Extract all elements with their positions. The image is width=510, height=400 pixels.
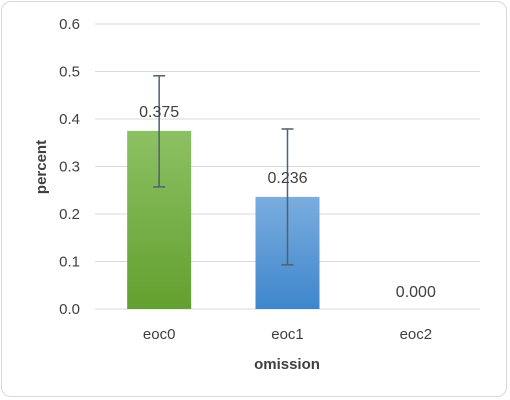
data-label-eoc1: 0.236 (267, 170, 307, 187)
y-tick-label: 0.2 (59, 206, 80, 223)
data-label-eoc0: 0.375 (139, 104, 179, 121)
x-tick-label: eoc1 (271, 326, 304, 343)
x-axis-title: omission (254, 356, 320, 373)
y-tick-label: 0.4 (59, 111, 80, 128)
bars (127, 131, 319, 309)
y-tick-label: 0.3 (59, 159, 80, 176)
x-tick-label: eoc0 (143, 326, 176, 343)
y-tick-label: 0.1 (59, 254, 80, 271)
y-tick-label: 0.6 (59, 16, 80, 33)
y-tick-label: 0.0 (59, 301, 80, 318)
data-label-eoc2: 0.000 (396, 284, 436, 301)
x-tick-label: eoc2 (400, 326, 433, 343)
y-tick-label: 0.5 (59, 64, 80, 81)
labels: 0.0 0.1 0.2 0.3 0.4 0.5 0.6 eoc0 0.375 eoc1 0.236 e… (59, 16, 436, 343)
y-axis-title: percent (33, 140, 50, 194)
